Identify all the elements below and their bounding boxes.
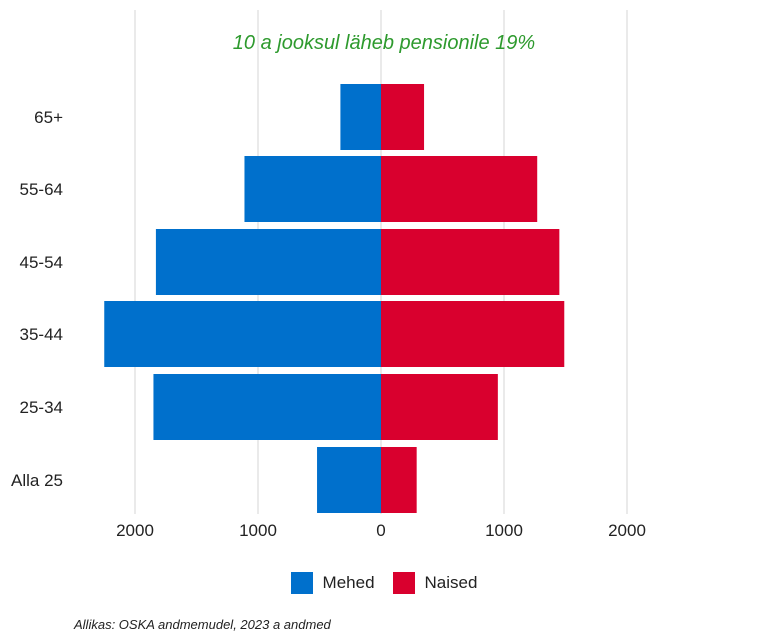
bar-naised-35-44 (381, 301, 565, 367)
y-tick-label-35-44: 35-44 (20, 325, 63, 344)
y-tick-labels: Alla 25 25-34 35-44 45-54 55-64 65+ (11, 108, 63, 490)
bar-mehed-55-64 (244, 156, 381, 222)
x-tick-label-4: 2000 (608, 521, 646, 540)
legend-item-naised: Naised (392, 572, 478, 594)
x-tick-label-1: 1000 (239, 521, 277, 540)
legend: Mehed Naised (0, 572, 768, 594)
bar-mehed-alla-25 (317, 447, 381, 513)
bar-naised-alla-25 (381, 447, 417, 513)
bars (104, 84, 565, 513)
x-tick-label-0: 2000 (116, 521, 154, 540)
y-tick-label-55-64: 55-64 (20, 180, 63, 199)
bar-mehed-45-54 (155, 229, 381, 295)
chart-annotation: 10 a jooksul läheb pensionile 19% (232, 32, 536, 54)
bar-mehed-35-44 (104, 301, 381, 367)
y-tick-label-45-54: 45-54 (20, 253, 63, 272)
bar-mehed-25-34 (153, 374, 381, 440)
bar-naised-25-34 (381, 374, 498, 440)
y-tick-label-25-34: 25-34 (20, 398, 63, 417)
legend-label-naised: Naised (424, 573, 478, 592)
bar-naised-55-64 (381, 156, 538, 222)
x-tick-label-2: 0 (376, 521, 385, 540)
bar-naised-65- (381, 84, 425, 150)
bar-mehed-65- (340, 84, 381, 150)
y-tick-label-65-: 65+ (34, 108, 63, 127)
x-tick-label-3: 1000 (485, 521, 523, 540)
legend-swatch-naised (392, 572, 415, 594)
y-tick-label-alla-25: Alla 25 (11, 471, 63, 490)
source-note: Allikas: OSKA andmemudel, 2023 a andmed (74, 617, 331, 632)
legend-swatch-mehed (290, 572, 313, 594)
x-tick-labels: 2000 1000 0 1000 2000 (116, 521, 646, 540)
bar-naised-45-54 (381, 229, 560, 295)
legend-item-mehed: Mehed (290, 572, 375, 594)
legend-label-mehed: Mehed (322, 573, 375, 592)
